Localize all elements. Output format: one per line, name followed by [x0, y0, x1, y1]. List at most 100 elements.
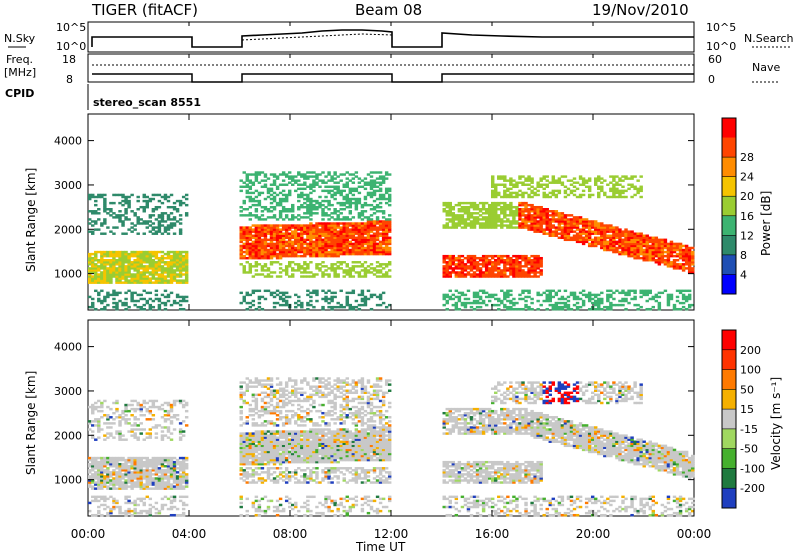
- heatmap-cell: [376, 171, 379, 173]
- heatmap-cell: [352, 216, 355, 218]
- heatmap-cell: [88, 306, 91, 308]
- heatmap-cell: [94, 481, 97, 483]
- heatmap-cell: [121, 438, 124, 440]
- heatmap-cell: [143, 290, 146, 292]
- heatmap-cell: [627, 177, 630, 179]
- heatmap-cell: [561, 212, 564, 214]
- heatmap-cell: [549, 218, 552, 220]
- heatmap-cell: [555, 194, 558, 196]
- heatmap-cell: [130, 226, 133, 228]
- heatmap-cell: [655, 294, 658, 296]
- heatmap-cell: [149, 292, 152, 294]
- heatmap-cell: [594, 177, 597, 179]
- heatmap-cell: [512, 308, 515, 310]
- heatmap-cell: [161, 294, 164, 296]
- heatmap-cell: [312, 273, 315, 275]
- heatmap-cell: [449, 290, 452, 292]
- heatmap-cell: [570, 237, 573, 239]
- heatmap-cell: [297, 214, 300, 216]
- heatmap-cell: [509, 300, 512, 302]
- heatmap-cell: [358, 304, 361, 306]
- heatmap-cell: [252, 181, 255, 183]
- heatmap-cell: [346, 216, 349, 218]
- heatmap-cell: [124, 459, 127, 461]
- heatmap-cell: [91, 224, 94, 226]
- heatmap-cell: [321, 261, 324, 263]
- nsky-tick-low: 10^0: [56, 40, 86, 53]
- heatmap-cell: [376, 216, 379, 218]
- heatmap-cell: [155, 218, 158, 220]
- heatmap-cell: [297, 263, 300, 265]
- heatmap-cell: [146, 436, 149, 438]
- heatmap-cell: [112, 226, 115, 228]
- heatmap-cell: [140, 422, 143, 424]
- power-heatmap: [88, 171, 694, 310]
- heatmap-cell: [264, 290, 267, 292]
- heatmap-cell: [579, 298, 582, 300]
- heatmap-cell: [106, 414, 109, 416]
- heatmap-cell: [309, 261, 312, 263]
- heatmap-cell: [130, 434, 133, 436]
- heatmap-cell: [382, 292, 385, 294]
- heatmap-cell: [570, 190, 573, 192]
- heatmap-cell: [300, 204, 303, 206]
- heatmap-cell: [327, 290, 330, 292]
- heatmap-cell: [639, 306, 642, 308]
- heatmap-cell: [243, 214, 246, 216]
- heatmap-cell: [521, 308, 524, 310]
- heatmap-cell: [339, 222, 342, 224]
- heatmap-cell: [464, 298, 467, 300]
- heatmap-cell: [240, 214, 243, 216]
- heatmap-cell: [130, 404, 133, 406]
- heatmap-cell: [140, 510, 143, 512]
- heatmap-cell: [103, 198, 106, 200]
- heatmap-cell: [158, 424, 161, 426]
- heatmap-cell: [673, 259, 676, 261]
- heatmap-cell: [385, 306, 388, 308]
- heatmap-cell: [91, 485, 94, 487]
- heatmap-cell: [246, 302, 249, 304]
- heatmap-cell: [355, 237, 358, 239]
- heatmap-cell: [633, 186, 636, 188]
- colorbar-swatch: [722, 118, 736, 138]
- heatmap-cell: [127, 404, 130, 406]
- heatmap-cell: [355, 306, 358, 308]
- heatmap-cell: [127, 508, 130, 510]
- heatmap-cell: [170, 292, 173, 294]
- heatmap-cell: [109, 214, 112, 216]
- heatmap-cell: [288, 175, 291, 177]
- heatmap-cell: [252, 192, 255, 194]
- heatmap-cell: [455, 290, 458, 292]
- heatmap-cell: [333, 218, 336, 220]
- heatmap-cell: [582, 177, 585, 179]
- heatmap-cell: [140, 206, 143, 208]
- heatmap-cell: [136, 408, 139, 410]
- heatmap-cell: [88, 420, 91, 422]
- heatmap-cell: [146, 510, 149, 512]
- heatmap-cell: [143, 232, 146, 234]
- heatmap-cell: [112, 232, 115, 234]
- heatmap-cell: [285, 194, 288, 196]
- heatmap-cell: [115, 506, 118, 508]
- heatmap-cell: [161, 302, 164, 304]
- heatmap-cell: [339, 179, 342, 181]
- heatmap-cell: [642, 290, 645, 292]
- heatmap-cell: [564, 186, 567, 188]
- heatmap-cell: [518, 202, 521, 204]
- heatmap-cell: [355, 171, 358, 173]
- heatmap-cell: [155, 508, 158, 510]
- heatmap-cell: [333, 296, 336, 298]
- colorbar-swatch: [722, 157, 736, 177]
- heatmap-cell: [446, 255, 449, 257]
- heatmap-cell: [452, 267, 455, 269]
- heatmap-cell: [352, 202, 355, 204]
- nsky-tick-high: 10^5: [56, 21, 86, 34]
- heatmap-cell: [164, 469, 167, 471]
- heatmap-cell: [309, 171, 312, 173]
- heatmap-cell: [143, 265, 146, 267]
- heatmap-cell: [112, 216, 115, 218]
- heatmap-cell: [518, 208, 521, 210]
- heatmap-cell: [273, 296, 276, 298]
- heatmap-cell: [143, 510, 146, 512]
